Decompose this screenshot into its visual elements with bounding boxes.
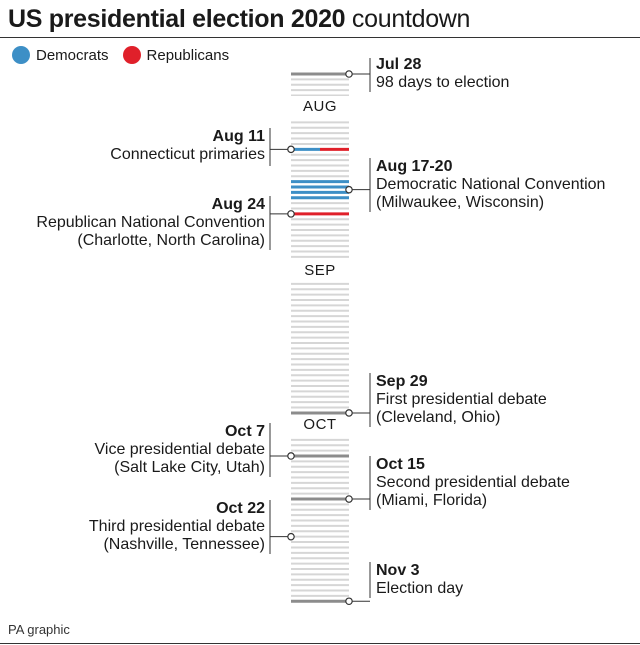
- connector-dot-2: [345, 185, 353, 194]
- legend-item-democrats: Democrats: [12, 46, 109, 64]
- event-label: First presidential debate: [376, 391, 547, 408]
- event-date: Sep 29: [376, 373, 428, 390]
- event-date: Oct 7: [224, 423, 265, 440]
- connector-dot-8: [345, 597, 353, 606]
- event-oct-7: Oct 7 Vice presidential debate (Salt Lak…: [95, 423, 266, 477]
- connector-dot-3: [287, 210, 295, 218]
- event-label: Republican National Convention: [36, 214, 265, 231]
- event-jul-28: Jul 28 98 days to election: [376, 56, 509, 92]
- event-sep-29: Sep 29 First presidential debate (Clevel…: [376, 373, 547, 427]
- event-location: (Cleveland, Ohio): [376, 409, 501, 426]
- source-credit: PA graphic: [8, 622, 70, 637]
- event-date: Aug 24: [211, 196, 265, 213]
- event-aug-17-20: Aug 17-20 Democratic National Convention…: [376, 158, 605, 212]
- event-label: Democratic National Convention: [376, 176, 606, 193]
- title-divider: [0, 37, 640, 38]
- month-label-oct: OCT: [303, 416, 337, 433]
- legend-swatch-republicans: [122, 46, 141, 64]
- event-date: Aug 17-20: [376, 158, 453, 175]
- month-box-sep: [291, 260, 349, 282]
- event-date: Nov 3: [376, 562, 420, 579]
- connector-dot-1: [287, 145, 295, 154]
- title-main: US presidential election 2020: [8, 5, 346, 33]
- connector-dot-5: [287, 452, 295, 460]
- event-location: (Nashville, Tennessee): [103, 536, 265, 553]
- connector-dot-4: [345, 409, 353, 417]
- legend-swatch-democrats: [12, 46, 30, 64]
- legend-label-democrats: Democrats: [36, 46, 109, 64]
- month-label-sep: SEP: [304, 262, 336, 279]
- event-location: (Miami, Florida): [376, 492, 488, 509]
- connector-dot-6: [345, 495, 353, 503]
- event-nov-3: Nov 3 Election day: [376, 562, 463, 598]
- event-label: Second presidential debate: [376, 474, 570, 491]
- event-label: Third presidential debate: [88, 518, 265, 535]
- event-date: Oct 22: [216, 500, 265, 517]
- event-date: Aug 11: [212, 128, 265, 145]
- event-date: Oct 15: [376, 456, 425, 473]
- event-oct-22: Oct 22 Third presidential debate (Nashvi…: [89, 500, 265, 554]
- month-label-aug: AUG: [302, 98, 337, 115]
- chart-title: US presidential election 2020 countdown: [8, 4, 470, 34]
- event-label: Vice presidential debate: [94, 441, 266, 458]
- event-aug-11: Aug 11 Connecticut primaries: [110, 128, 265, 164]
- month-box-aug: [291, 96, 349, 118]
- connector-dot-0: [345, 70, 353, 78]
- event-oct-15: Oct 15 Second presidential debate (Miami…: [376, 456, 570, 510]
- legend: Democrats Republicans: [12, 46, 243, 64]
- event-location: (Salt Lake City, Utah): [114, 459, 265, 476]
- connector-dot-7: [287, 532, 295, 541]
- legend-item-republicans: Republicans: [122, 46, 230, 64]
- event-label: Election day: [376, 580, 464, 597]
- month-box-oct: [291, 414, 349, 436]
- event-location: (Milwaukee, Wisconsin): [376, 194, 545, 211]
- title-suffix: countdown: [345, 5, 471, 33]
- event-date: Jul 28: [376, 56, 422, 73]
- event-label: 98 days to election: [376, 74, 510, 91]
- event-location: (Charlotte, North Carolina): [77, 232, 265, 249]
- bottom-divider: [0, 643, 640, 644]
- event-aug-24: Aug 24 Republican National Convention (C…: [36, 196, 265, 250]
- legend-label-republicans: Republicans: [146, 46, 230, 64]
- event-label: Connecticut primaries: [110, 146, 265, 163]
